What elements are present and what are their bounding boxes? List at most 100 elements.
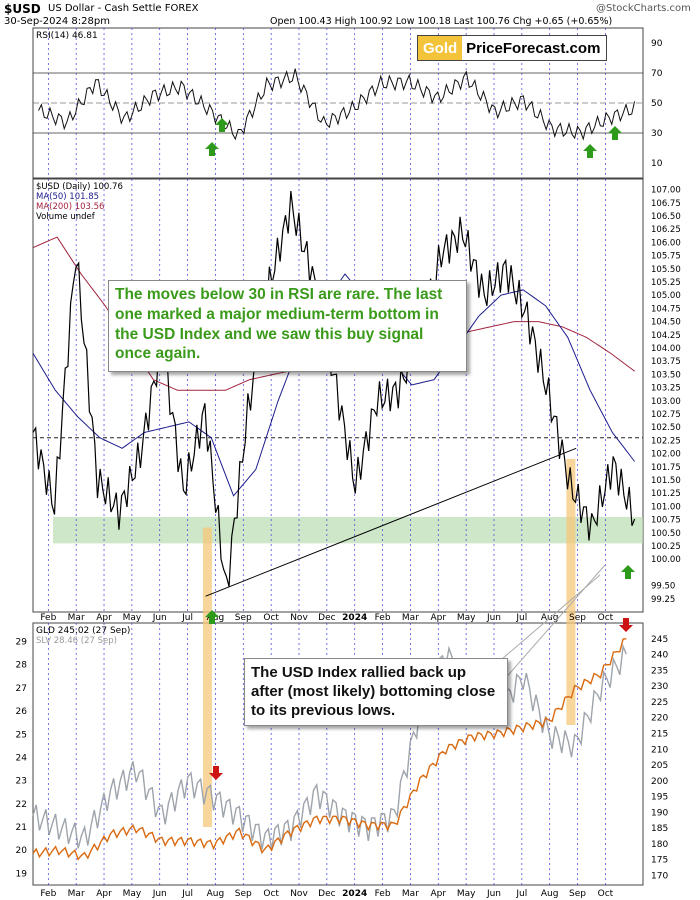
- x-tick-label: Jun: [152, 889, 167, 899]
- usd-tick-label: 101.50: [651, 476, 681, 486]
- gld-tick-label: 195: [651, 793, 668, 803]
- rsi-buy-arrow: [205, 142, 219, 156]
- x-tick-label: May: [457, 613, 476, 623]
- usd-tick-label: 99.25: [651, 595, 675, 605]
- chart-date: 30-Sep-2024 8:28pm: [4, 16, 110, 27]
- usd-tick-label: 102.00: [651, 450, 681, 460]
- slv-tick-label: 24: [16, 753, 28, 763]
- slv-tick-label: 25: [16, 730, 27, 740]
- rsi-tick-label: 10: [651, 159, 663, 169]
- gld-tick-label: 235: [651, 666, 668, 676]
- usd-legend-1: MA(50) 101.85: [36, 192, 99, 202]
- x-tick-label: Feb: [40, 889, 56, 899]
- rsi-tick-label: 90: [651, 39, 663, 49]
- gld-line: [32, 638, 627, 861]
- usd-tick-label: 102.25: [651, 436, 681, 446]
- x-tick-label: Aug: [541, 889, 559, 899]
- usd-tick-label: 100.75: [651, 516, 681, 526]
- gld-tick-label: 185: [651, 824, 668, 834]
- usd-tick-label: 101.25: [651, 489, 681, 499]
- highlight-bar-sep: [566, 458, 576, 725]
- x-tick-label: Mar: [402, 889, 419, 899]
- usd-tick-label: 99.50: [651, 582, 675, 592]
- x-tick-label: Dec: [318, 613, 335, 623]
- x-tick-label: Apr: [430, 889, 446, 899]
- x-tick-label: Jul: [181, 613, 193, 623]
- usd-tick-label: 102.75: [651, 410, 681, 420]
- slv-tick-label: 26: [16, 707, 28, 717]
- x-tick-label: Mar: [402, 613, 419, 623]
- usd-tick-label: 106.00: [651, 238, 681, 248]
- gld-tick-label: 180: [651, 840, 668, 850]
- x-tick-label: Nov: [290, 889, 308, 899]
- x-tick-label: Apr: [96, 613, 112, 623]
- x-tick-label: Mar: [68, 613, 85, 623]
- usd-tick-label: 104.25: [651, 331, 681, 341]
- x-tick-label: Oct: [598, 889, 614, 899]
- usd-tick-label: 100.00: [651, 555, 681, 565]
- gld-tick-label: 205: [651, 761, 668, 771]
- gld-tick-label: 210: [651, 745, 668, 755]
- usd-tick-label: 104.00: [651, 344, 681, 354]
- rsi-buy-arrow: [583, 144, 597, 158]
- usd-tick-label: 101.75: [651, 463, 681, 473]
- usd-tick-label: 103.50: [651, 370, 681, 380]
- trendline: [205, 447, 577, 597]
- x-tick-label: May: [123, 889, 142, 899]
- gld-tick-label: 175: [651, 856, 668, 866]
- x-tick-label: Dec: [318, 889, 335, 899]
- rsi-legend: RSI(14) 46.81: [36, 31, 98, 41]
- rsi-tick-label: 30: [651, 129, 663, 139]
- gld-tick-label: 220: [651, 714, 668, 724]
- x-tick-label: Jun: [486, 613, 501, 623]
- usd-legend-0: $USD (Daily) 100.76: [36, 182, 123, 192]
- brand-logo[interactable]: Gold PriceForecast.com: [417, 35, 607, 61]
- x-tick-label: Apr: [96, 889, 112, 899]
- slv-tick-label: 29: [16, 638, 28, 648]
- x-tick-label: Jul: [515, 613, 527, 623]
- x-tick-label: Sep: [569, 613, 586, 623]
- slv-tick-label: 28: [16, 661, 28, 671]
- usd-tick-label: 105.75: [651, 252, 681, 262]
- x-tick-label: Sep: [235, 613, 252, 623]
- slv-tick-label: 27: [16, 684, 27, 694]
- stockcharts-credit[interactable]: @StockCharts.com: [596, 3, 691, 14]
- gld-tick-label: 170: [651, 872, 668, 882]
- gld-tick-label: 240: [651, 651, 668, 661]
- gld-tick-label: 225: [651, 698, 668, 708]
- slv-tick-label: 23: [16, 777, 27, 787]
- usd-tick-label: 105.25: [651, 278, 681, 288]
- usd-price-line: [32, 190, 636, 587]
- usd-legend-2: MA(200) 103.56: [36, 202, 104, 212]
- x-tick-label: Oct: [263, 889, 279, 899]
- usd-tick-label: 104.75: [651, 304, 681, 314]
- gld-tick-label: 245: [651, 635, 668, 645]
- usd-tick-label: 100.50: [651, 529, 681, 539]
- usd-tick-label: 106.25: [651, 225, 681, 235]
- gld-legend: GLD 245.02 (27 Sep): [36, 626, 130, 636]
- gold-sell-arrow: [209, 766, 223, 780]
- x-tick-label: Jul: [515, 889, 527, 899]
- x-tick-label: May: [123, 613, 142, 623]
- gld-tick-label: 215: [651, 729, 668, 739]
- x-tick-label: Feb: [375, 889, 391, 899]
- callout-connector: [494, 564, 606, 691]
- rsi-tick-label: 50: [651, 99, 663, 109]
- chart-quote: Open 100.43 High 100.92 Low 100.18 Last …: [270, 16, 613, 27]
- usd-tick-label: 103.75: [651, 357, 681, 367]
- x-tick-label: Aug: [207, 889, 225, 899]
- x-tick-label: Nov: [290, 613, 308, 623]
- usd-tick-label: 102.50: [651, 423, 681, 433]
- x-tick-label: Feb: [40, 613, 56, 623]
- usd-tick-label: 105.00: [651, 291, 681, 301]
- x-tick-label: 2024: [342, 889, 367, 899]
- slv-tick-label: 22: [16, 800, 27, 810]
- chart-name: US Dollar - Cash Settle FOREX: [48, 3, 199, 14]
- rsi-buy-arrow: [608, 126, 622, 140]
- x-tick-label: Jun: [152, 613, 167, 623]
- rsi-line: [38, 68, 636, 141]
- rsi-tick-label: 70: [651, 69, 663, 79]
- x-tick-label: Jun: [486, 889, 501, 899]
- gld-tick-label: 230: [651, 682, 668, 692]
- x-tick-label: Oct: [263, 613, 279, 623]
